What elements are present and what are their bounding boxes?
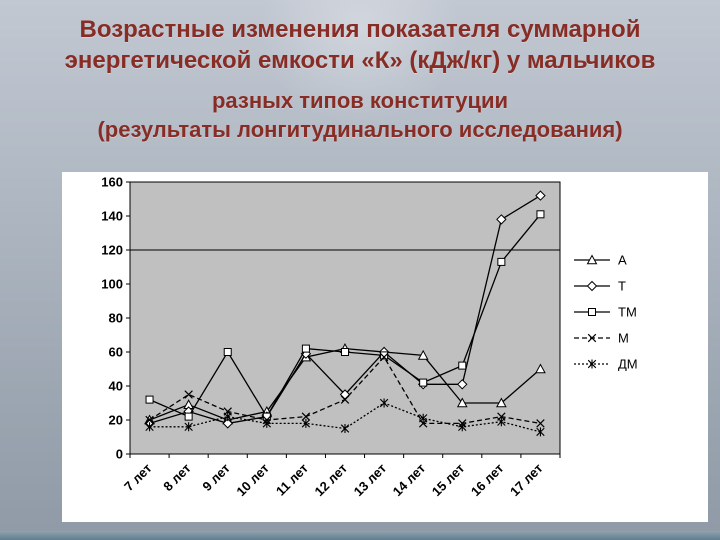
square-marker <box>588 308 596 316</box>
asterisk-marker <box>379 398 389 408</box>
x-category-label: 16 лет <box>468 461 507 500</box>
legend-label: А <box>618 253 627 268</box>
y-tick-label: 100 <box>101 277 123 292</box>
asterisk-marker <box>497 417 506 427</box>
x-category-label: 9 лет <box>199 461 232 494</box>
slide-title: Возрастные изменения показателя суммарно… <box>6 14 714 144</box>
y-tick-label: 160 <box>101 175 123 190</box>
x-category-label: 17 лет <box>507 461 546 500</box>
x-category-label: 12 лет <box>312 461 351 500</box>
legend: АТ ТМ М ДМ <box>574 253 638 372</box>
series-ДМ <box>145 398 545 437</box>
age-line-chart: 0 20 40 60 80 100 120 140 160 7 лет 8 лет 9 лет 10 л… <box>101 175 638 500</box>
triangle-marker <box>535 363 546 374</box>
legend-label: М <box>618 331 629 346</box>
x-marker <box>379 352 389 362</box>
series-ТМ <box>145 210 545 421</box>
x-category-label: 11 лет <box>273 461 311 499</box>
x-category-label: 10 лет <box>233 461 272 500</box>
asterisk-marker <box>301 418 311 428</box>
legend-item-Т: Т <box>574 279 626 294</box>
square-marker <box>458 361 467 370</box>
y-tick-label: 40 <box>109 379 123 394</box>
title-line-1: Возрастные изменения показателя суммарно… <box>79 16 641 43</box>
legend-label: Т <box>618 279 626 294</box>
triangle-marker <box>586 254 598 265</box>
x-marker <box>536 419 545 428</box>
asterisk-marker <box>223 412 232 422</box>
x-category-label: 7 лет <box>121 461 154 494</box>
y-tick-label: 120 <box>101 243 123 258</box>
x-marker <box>145 415 154 425</box>
x-category-label: 8 лет <box>160 461 193 494</box>
asterisk-marker <box>458 422 467 432</box>
square-marker <box>380 351 389 360</box>
square-marker <box>184 412 193 421</box>
triangle-marker <box>496 397 507 408</box>
square-marker <box>497 257 506 266</box>
square-marker <box>301 344 310 353</box>
diamond-marker <box>496 214 507 225</box>
legend-item-ТМ: ТМ <box>574 305 637 320</box>
square-marker <box>223 348 232 356</box>
square-marker <box>341 348 349 356</box>
y-tick-label: 20 <box>109 413 123 428</box>
diamond-marker <box>586 280 598 292</box>
triangle-marker <box>456 397 468 408</box>
y-axis: 0 20 40 60 80 100 120 140 160 <box>101 175 130 462</box>
x-axis: 7 лет 8 лет 9 лет 10 лет 11 лет 12 лет 13 лет 1… <box>121 454 561 500</box>
title-line-4: (результаты лонгитудинального исследован… <box>97 117 623 142</box>
x-marker <box>587 333 597 343</box>
x-category-label: 13 лет <box>351 461 390 500</box>
legend-label: ДМ <box>618 357 638 372</box>
legend-item-ДМ: ДМ <box>574 357 638 372</box>
asterisk-marker <box>536 427 545 437</box>
y-tick-label: 140 <box>101 209 123 224</box>
y-tick-label: 80 <box>109 311 123 326</box>
square-marker <box>145 395 154 404</box>
title-line-2: энергетической емкости «К» (кДж/кг) у ма… <box>64 47 656 74</box>
slide-bottom-edge <box>0 531 720 540</box>
legend-item-М: М <box>574 331 629 346</box>
x-marker <box>184 390 193 399</box>
triangle-marker <box>417 349 429 360</box>
x-marker <box>340 395 350 404</box>
asterisk-marker <box>340 424 350 433</box>
asterisk-marker <box>262 418 272 428</box>
chart-container: 0 20 40 60 80 100 120 140 160 7 лет 8 лет 9 лет 10 л… <box>62 172 708 522</box>
asterisk-marker <box>145 422 154 432</box>
square-marker <box>536 210 545 219</box>
x-category-label: 15 лет <box>429 461 468 500</box>
asterisk-marker <box>587 359 597 369</box>
square-marker <box>419 378 428 387</box>
legend-item-А: А <box>574 253 627 268</box>
title-line-3: разных типов конституции <box>211 88 509 113</box>
y-tick-label: 0 <box>116 447 123 462</box>
plot-area <box>129 181 561 455</box>
diamond-marker <box>457 379 468 390</box>
x-marker <box>301 412 311 421</box>
y-tick-label: 60 <box>109 345 123 360</box>
x-category-label: 14 лет <box>390 461 429 500</box>
legend-label: ТМ <box>618 305 637 320</box>
diamond-marker <box>222 418 233 429</box>
asterisk-marker <box>184 422 193 432</box>
diamond-marker <box>535 190 546 201</box>
asterisk-marker <box>418 413 428 423</box>
